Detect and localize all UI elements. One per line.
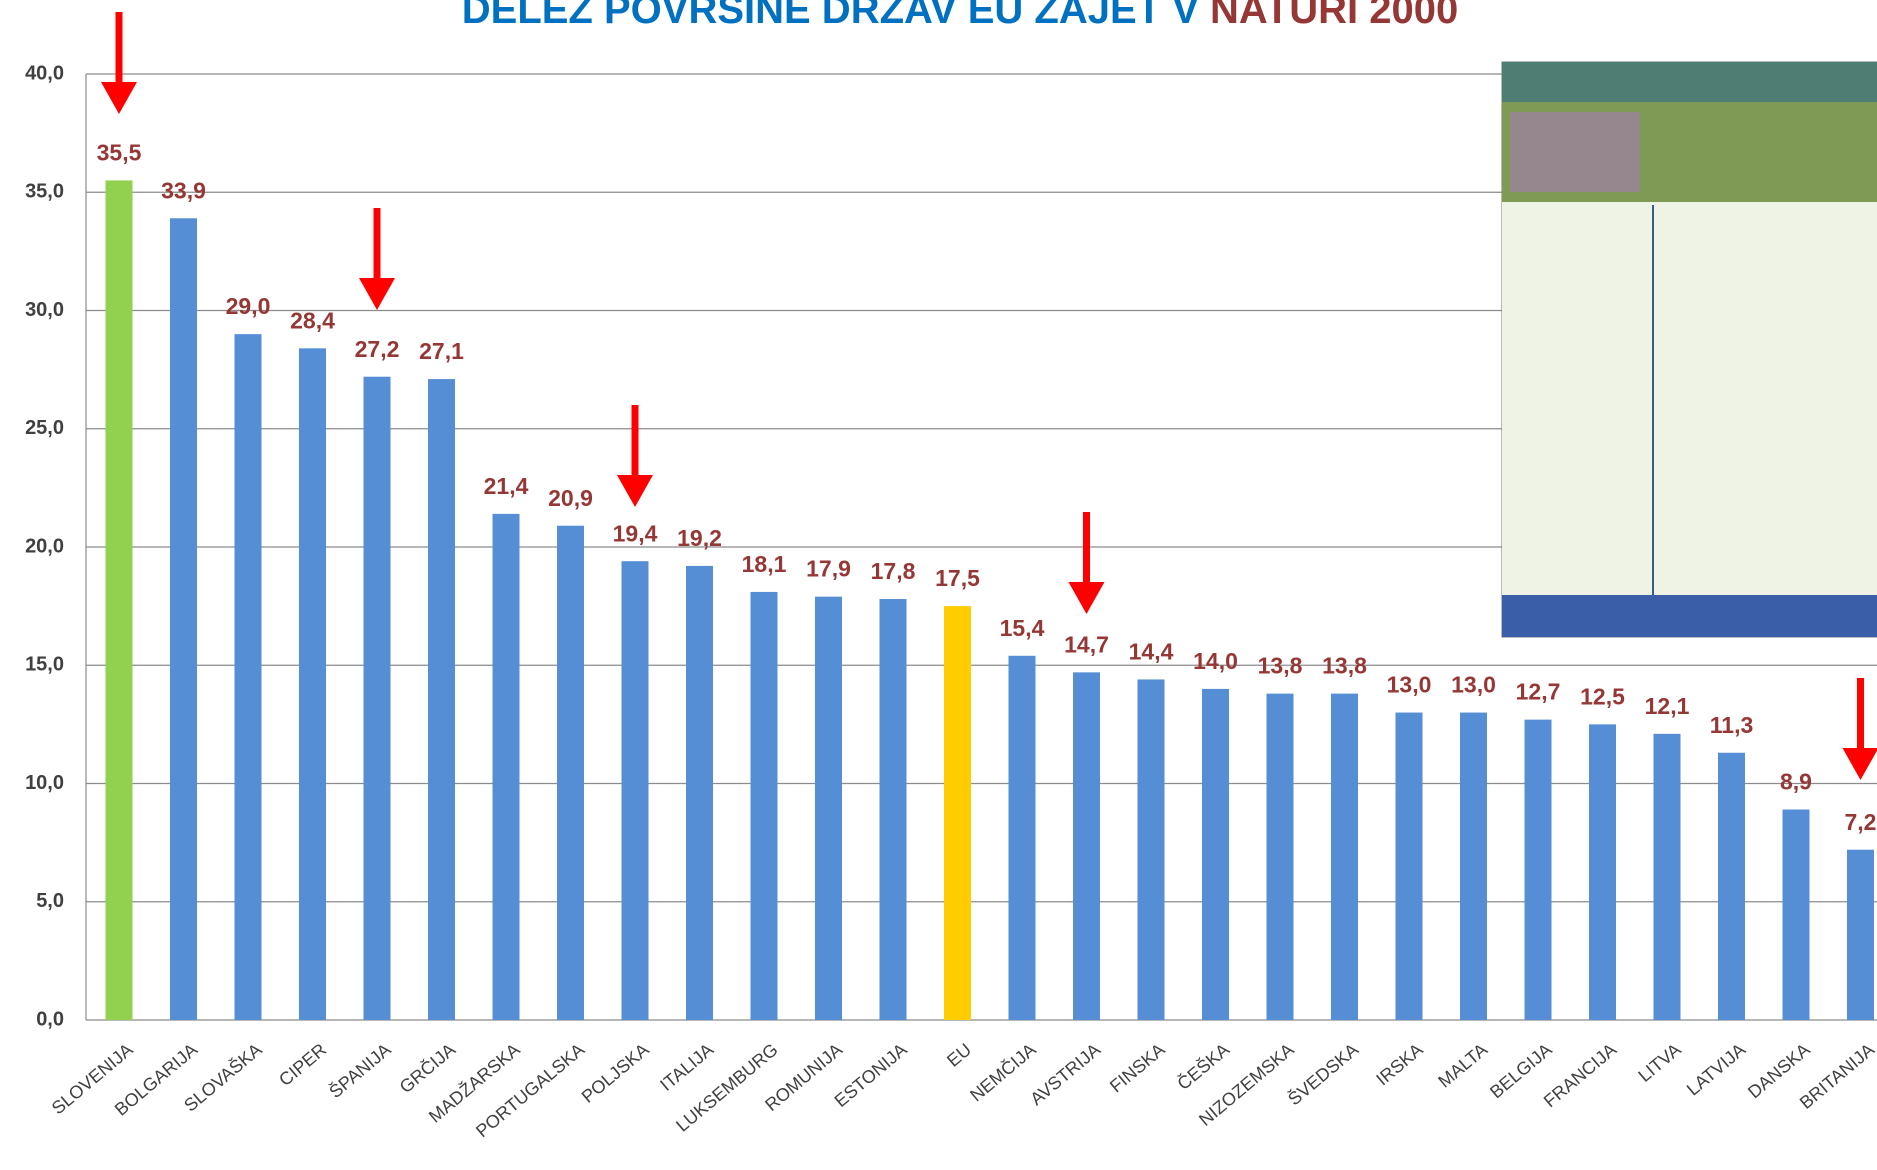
- value-label: 11,3: [1710, 712, 1754, 738]
- x-tick-label: GRČIJA: [395, 1039, 459, 1098]
- inset-picture: [1501, 61, 1877, 638]
- inset-footer: [1502, 595, 1877, 637]
- y-tick-label: 15,0: [25, 654, 64, 676]
- bar: [1524, 719, 1552, 1020]
- value-label: 17,9: [806, 556, 851, 582]
- x-tick-label: AVSTRIJA: [1026, 1039, 1104, 1109]
- bar: [557, 525, 584, 1020]
- value-label: 28,4: [290, 307, 335, 333]
- bar: [299, 348, 326, 1021]
- value-label: 13,8: [1322, 653, 1367, 679]
- value-label: 27,1: [419, 338, 464, 364]
- y-tick-label: 10,0: [25, 772, 64, 794]
- inset-header: [1502, 62, 1877, 102]
- value-label: 13,0: [1387, 672, 1432, 698]
- y-tick-label: 5,0: [36, 890, 64, 912]
- value-label: 20,9: [548, 485, 593, 511]
- value-label: 12,1: [1645, 693, 1690, 719]
- value-label: 13,8: [1258, 653, 1303, 679]
- y-tick-label: 20,0: [25, 535, 64, 557]
- bar: [621, 561, 649, 1020]
- value-label: 17,8: [871, 558, 916, 584]
- bar: [363, 376, 391, 1021]
- bars: [105, 180, 1874, 1021]
- bar: [1266, 693, 1294, 1020]
- bar: [1395, 712, 1423, 1020]
- bar: [944, 606, 971, 1020]
- bar: [1847, 849, 1874, 1020]
- value-label: 33,9: [161, 177, 206, 203]
- bar: [1331, 693, 1358, 1020]
- arrow-head: [1068, 582, 1105, 614]
- value-label: 21,4: [484, 473, 529, 499]
- inset-divider: [1652, 205, 1654, 595]
- arrow-head: [101, 82, 137, 114]
- value-label: 13,0: [1451, 672, 1496, 698]
- bar: [1589, 724, 1616, 1020]
- x-tick-label: MALTA: [1434, 1039, 1491, 1091]
- bar: [1202, 688, 1229, 1020]
- y-tick-label: 40,0: [25, 62, 64, 84]
- bar: [428, 379, 455, 1021]
- value-label: 18,1: [742, 551, 787, 577]
- bar: [492, 513, 520, 1020]
- bar: [105, 180, 133, 1021]
- y-tick-label: 25,0: [25, 417, 64, 439]
- value-label: 19,4: [613, 520, 658, 546]
- arrow-head: [1842, 748, 1877, 780]
- bar: [879, 599, 907, 1020]
- bar: [815, 596, 842, 1020]
- x-tick-label: EU: [943, 1039, 975, 1070]
- bar: [686, 565, 713, 1020]
- x-tick-label: ITALIJA: [656, 1039, 717, 1095]
- x-tick-label: LITVA: [1634, 1039, 1684, 1086]
- arrow-head: [617, 475, 653, 507]
- inset-flower: [1510, 112, 1640, 192]
- x-tick-label: ESTONIJA: [831, 1039, 911, 1111]
- value-label: 12,7: [1516, 679, 1561, 705]
- bar: [1653, 733, 1681, 1020]
- x-tick-label: ŠVEDSKA: [1283, 1039, 1362, 1110]
- y-tick-label: 0,0: [36, 1008, 64, 1030]
- x-tick-label: IRSKA: [1372, 1039, 1426, 1089]
- value-label: 35,5: [97, 140, 142, 166]
- x-tick-label: ČEŠKA: [1173, 1039, 1233, 1094]
- value-label: 7,2: [1845, 809, 1877, 835]
- value-label: 29,0: [226, 293, 271, 319]
- bar: [1718, 752, 1745, 1020]
- x-tick-label: PORTUGALSKA: [472, 1039, 588, 1141]
- bar: [750, 591, 778, 1020]
- title-main: DELEŽ POVRŠINE DRŽAV EU ZAJET V: [462, 0, 1199, 32]
- y-tick-label: 35,0: [25, 181, 64, 203]
- y-tick-label: 30,0: [25, 299, 64, 321]
- value-label: 14,0: [1193, 648, 1238, 674]
- value-label: 14,7: [1064, 631, 1109, 657]
- value-label: 8,9: [1780, 769, 1812, 795]
- value-label: 27,2: [355, 336, 400, 362]
- x-tick-label: LATVIJA: [1683, 1039, 1749, 1099]
- value-label: 12,5: [1580, 683, 1625, 709]
- value-label: 14,4: [1129, 639, 1174, 665]
- bar: [170, 218, 197, 1020]
- inset-table: [1502, 202, 1877, 622]
- bar: [1782, 809, 1810, 1020]
- value-label: 17,5: [935, 565, 980, 591]
- bar: [234, 334, 262, 1020]
- bar: [1073, 672, 1100, 1020]
- arrow-head: [359, 278, 395, 310]
- bar: [1137, 679, 1165, 1020]
- title-emphasis: NATURI 2000: [1210, 0, 1458, 32]
- bar: [1460, 712, 1487, 1020]
- x-tick-label: FINSKA: [1106, 1039, 1169, 1096]
- value-label: 19,2: [677, 525, 722, 551]
- bar: [1008, 655, 1036, 1020]
- x-tick-label: POLJSKA: [578, 1039, 653, 1106]
- x-tick-label: FRANCIJA: [1540, 1039, 1620, 1111]
- x-tick-label: ŠPANIJA: [325, 1039, 395, 1102]
- x-tick-label: CIPER: [275, 1039, 330, 1090]
- value-label: 15,4: [1000, 615, 1045, 641]
- chart-title: DELEŽ POVRŠINE DRŽAV EU ZAJET V NATURI 2…: [462, 0, 1459, 32]
